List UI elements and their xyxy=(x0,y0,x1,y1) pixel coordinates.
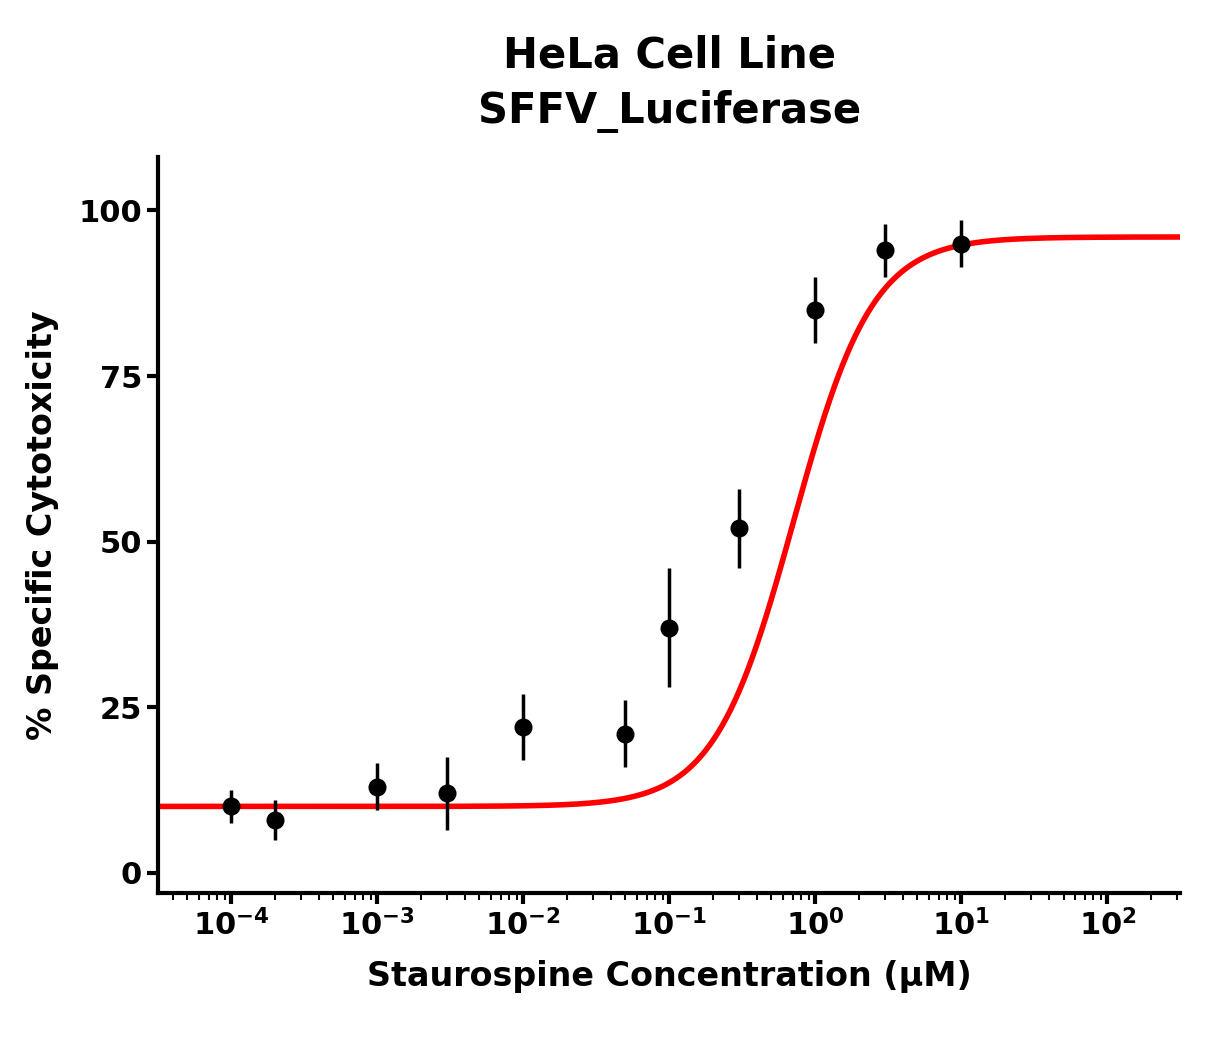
X-axis label: Staurospine Concentration (μM): Staurospine Concentration (μM) xyxy=(368,961,971,993)
Title: HeLa Cell Line
SFFV_Luciferase: HeLa Cell Line SFFV_Luciferase xyxy=(478,35,860,132)
Y-axis label: % Specific Cytotoxicity: % Specific Cytotoxicity xyxy=(26,310,60,740)
